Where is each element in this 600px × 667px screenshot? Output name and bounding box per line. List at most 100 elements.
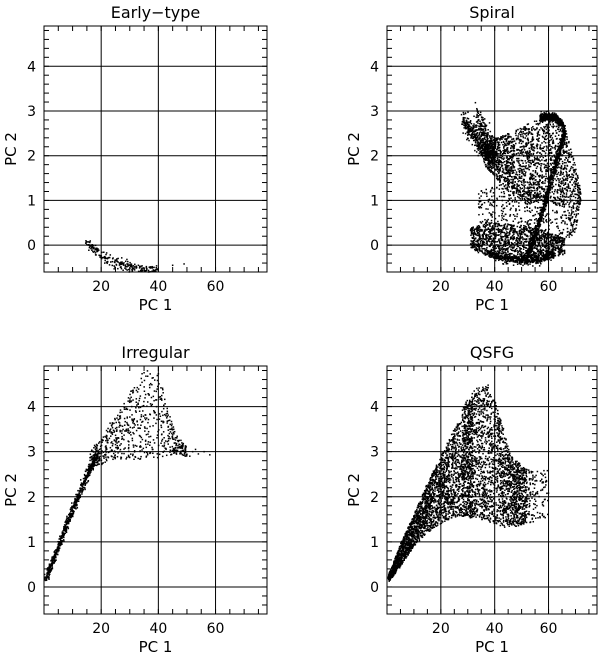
spiral-data-point bbox=[520, 188, 522, 190]
spiral-data-point bbox=[522, 194, 524, 196]
spiral-data-point bbox=[564, 165, 566, 167]
spiral-data-point bbox=[513, 221, 515, 223]
spiral-data-point bbox=[485, 148, 487, 150]
spiral-data-point bbox=[565, 162, 567, 164]
spiral-data-point bbox=[514, 170, 516, 172]
spiral-data-point bbox=[508, 241, 510, 243]
spiral-data-point bbox=[553, 243, 555, 245]
spiral-data-point bbox=[526, 187, 528, 189]
spiral-data-point bbox=[571, 156, 573, 158]
spiral-data-point bbox=[555, 130, 557, 132]
spiral-data-point bbox=[500, 225, 502, 227]
spiral-data-point bbox=[568, 152, 570, 154]
spiral-data-point bbox=[486, 192, 488, 194]
spiral-data-point bbox=[552, 221, 554, 223]
spiral-data-point bbox=[477, 122, 479, 124]
spiral-data-point bbox=[516, 186, 518, 188]
spiral-data-point bbox=[465, 133, 467, 135]
spiral-data-point bbox=[543, 190, 545, 192]
spiral-data-point bbox=[496, 151, 498, 153]
spiral-data-point bbox=[500, 238, 502, 240]
spiral-data-point bbox=[564, 214, 566, 216]
spiral-data-point bbox=[566, 146, 568, 148]
early-type-data-point bbox=[90, 248, 92, 250]
spiral-data-point bbox=[528, 140, 530, 142]
spiral-data-point bbox=[537, 174, 539, 176]
spiral-data-point bbox=[482, 138, 484, 140]
spiral-data-point bbox=[514, 245, 516, 247]
spiral-data-point bbox=[518, 185, 520, 187]
spiral-data-point bbox=[532, 147, 534, 149]
spiral-points bbox=[461, 102, 582, 267]
spiral-data-point bbox=[575, 173, 577, 175]
spiral-data-point bbox=[482, 235, 484, 237]
spiral-data-point bbox=[554, 202, 556, 204]
spiral-data-point bbox=[549, 121, 551, 123]
spiral-data-point bbox=[480, 221, 482, 223]
spiral-data-point bbox=[496, 167, 498, 169]
spiral-data-point bbox=[513, 214, 515, 216]
spiral-data-point bbox=[514, 140, 516, 142]
spiral-data-point bbox=[533, 143, 535, 145]
spiral-data-point bbox=[568, 196, 570, 198]
spiral-data-point bbox=[531, 155, 533, 157]
spiral-data-point bbox=[482, 155, 484, 157]
early-type-data-point bbox=[107, 258, 109, 260]
spiral-data-point bbox=[520, 235, 522, 237]
spiral-data-point bbox=[479, 114, 481, 116]
spiral-data-point bbox=[481, 116, 483, 118]
spiral-data-point bbox=[541, 232, 543, 234]
spiral-data-point bbox=[543, 130, 545, 132]
spiral-data-point bbox=[575, 178, 577, 180]
spiral-data-point bbox=[521, 128, 523, 130]
spiral-data-point bbox=[495, 236, 497, 238]
spiral-data-point bbox=[573, 211, 575, 213]
spiral-data-point bbox=[543, 126, 545, 128]
spiral-data-point bbox=[525, 191, 527, 193]
spiral-data-point bbox=[557, 202, 559, 204]
spiral-data-point bbox=[516, 201, 518, 203]
spiral-data-point bbox=[526, 142, 528, 144]
spiral-data-point bbox=[579, 185, 581, 187]
spiral-data-point bbox=[565, 196, 567, 198]
spiral-data-point bbox=[503, 153, 505, 155]
spiral-data-point bbox=[480, 242, 482, 244]
spiral-data-point bbox=[544, 241, 546, 243]
spiral-data-point bbox=[510, 249, 512, 251]
spiral-data-point bbox=[511, 176, 513, 178]
spiral-data-point bbox=[570, 198, 572, 200]
spiral-data-point bbox=[516, 158, 518, 160]
spiral-data-point bbox=[528, 166, 530, 168]
spiral-data-point bbox=[529, 162, 531, 164]
spiral-data-point bbox=[563, 130, 565, 132]
spiral-data-point bbox=[520, 128, 522, 130]
spiral-data-point bbox=[522, 184, 524, 186]
spiral-data-point bbox=[552, 121, 554, 123]
early-type-data-point bbox=[153, 270, 155, 272]
spiral-data-point bbox=[501, 220, 503, 222]
spiral-data-point bbox=[495, 251, 497, 253]
spiral-data-point bbox=[516, 244, 518, 246]
spiral-data-point bbox=[515, 135, 517, 137]
spiral-data-point bbox=[534, 182, 536, 184]
spiral-data-point bbox=[572, 167, 574, 169]
spiral-data-point bbox=[483, 231, 485, 233]
spiral-data-point bbox=[519, 240, 521, 242]
spiral-data-point bbox=[530, 141, 532, 143]
spiral-data-point bbox=[556, 242, 558, 244]
spiral-data-point bbox=[489, 166, 491, 168]
spiral-data-point bbox=[488, 222, 490, 224]
spiral-data-point bbox=[470, 134, 472, 136]
spiral-data-point bbox=[564, 221, 566, 223]
spiral-data-point bbox=[477, 116, 479, 118]
spiral-data-point bbox=[461, 114, 463, 116]
spiral-data-point bbox=[493, 167, 495, 169]
early-type-data-point bbox=[85, 240, 87, 242]
spiral-data-point bbox=[474, 150, 476, 152]
spiral-data-point bbox=[512, 173, 514, 175]
spiral-data-point bbox=[505, 249, 507, 251]
spiral-data-point bbox=[504, 161, 506, 163]
spiral-data-point bbox=[527, 124, 529, 126]
spiral-data-point bbox=[542, 150, 544, 152]
spiral-data-point bbox=[527, 182, 529, 184]
